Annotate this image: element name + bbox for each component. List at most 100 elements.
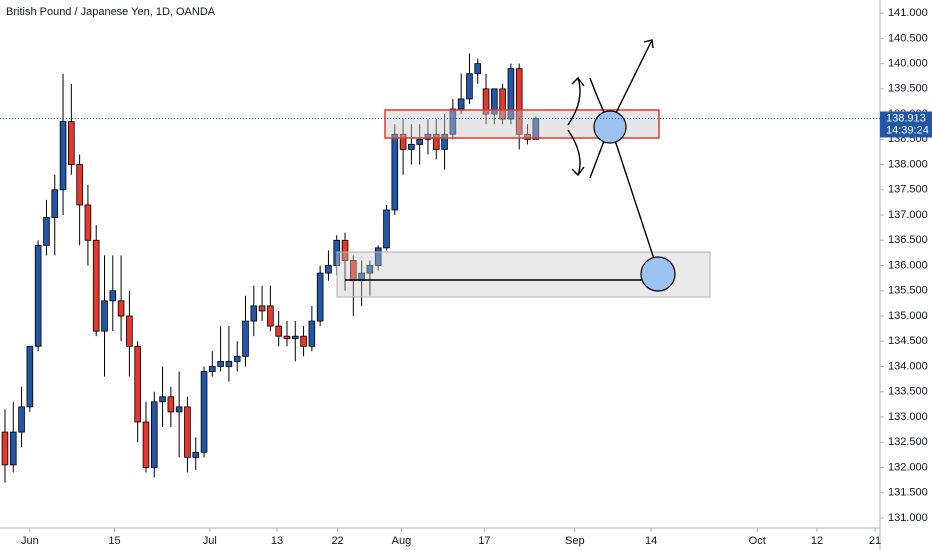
x-tick-label: Sep — [565, 535, 585, 547]
candle-body — [18, 406, 25, 433]
candle-body — [491, 88, 498, 115]
candle-body — [449, 108, 457, 135]
candle-body — [441, 133, 448, 150]
y-tick-label: 134.500 — [888, 335, 928, 347]
candle-body — [325, 265, 332, 274]
y-tick-label: 131.500 — [888, 487, 928, 499]
y-tick-label: 140.500 — [888, 32, 928, 44]
candle-body — [424, 133, 432, 140]
candle-body — [76, 164, 83, 206]
candle-body — [457, 98, 465, 110]
candle-body — [184, 406, 191, 458]
candle-body — [466, 73, 473, 100]
candle-body — [217, 361, 224, 367]
candle-body — [159, 396, 166, 403]
x-tick-label: 22 — [331, 535, 343, 547]
candle-body — [92, 239, 100, 332]
candle-body — [68, 121, 75, 165]
candle-body — [308, 320, 316, 347]
candle-body — [507, 68, 515, 120]
candle-body — [416, 138, 423, 145]
candle-body — [26, 345, 34, 408]
x-tick-label: 21 — [869, 535, 881, 547]
candle-body — [242, 320, 249, 357]
candle-body — [209, 366, 216, 372]
candle-body — [258, 305, 266, 312]
arrow — [567, 129, 585, 177]
candle-body — [175, 406, 183, 413]
candle-body — [51, 189, 59, 218]
x-tick-label: 12 — [811, 535, 823, 547]
candle-body — [291, 335, 299, 340]
candle-body — [126, 315, 133, 347]
candle-body — [366, 265, 374, 274]
candle-body — [134, 345, 141, 423]
y-tick-label: 136.500 — [888, 234, 928, 246]
candle-body — [9, 431, 17, 466]
candle-body — [432, 133, 440, 150]
candle-body — [233, 355, 241, 362]
candle-body — [474, 63, 482, 75]
y-tick-label: 132.000 — [888, 461, 928, 473]
x-tick-label: Aug — [392, 535, 412, 547]
candle-body — [391, 133, 399, 211]
candle-body — [225, 361, 233, 367]
x-tick-label: 14 — [645, 535, 657, 547]
candle-body — [142, 421, 150, 468]
candle-body — [408, 143, 415, 150]
target-circle — [593, 110, 627, 144]
countdown: 14:39:24 — [886, 124, 929, 136]
candle-body — [316, 272, 324, 322]
candle-body — [383, 209, 390, 249]
y-tick-label: 137.500 — [888, 184, 928, 196]
y-tick-label: 133.500 — [888, 386, 928, 398]
candle-body — [43, 217, 50, 246]
candle-body — [283, 335, 291, 340]
arrow — [609, 124, 661, 270]
drawings — [336, 39, 711, 298]
candle-body — [515, 68, 523, 135]
candle-body — [117, 300, 125, 317]
candle-body — [267, 305, 274, 327]
y-tick-label: 135.500 — [888, 285, 928, 297]
x-tick-label: Oct — [749, 535, 766, 547]
y-tick-label: 140.000 — [888, 58, 928, 70]
candle-body — [101, 300, 108, 332]
candle-body — [1, 431, 9, 466]
y-tick-label: 134.000 — [888, 360, 928, 372]
price-label-bg — [880, 111, 932, 138]
candle-body — [399, 133, 407, 150]
candle-body — [84, 204, 92, 241]
arrow — [609, 39, 654, 126]
y-tick-label: 139.500 — [888, 83, 928, 95]
candle-body — [34, 244, 42, 347]
x-tick-label: Jun — [21, 535, 39, 547]
plot-area — [1, 53, 540, 483]
candle-body — [499, 88, 506, 120]
y-tick-label: 135.000 — [888, 310, 928, 322]
y-tick-label: 132.500 — [888, 436, 928, 448]
candle-body — [192, 451, 200, 458]
candle-body — [341, 239, 349, 261]
candle-body — [482, 88, 490, 115]
candle-body — [59, 121, 67, 191]
arrow — [567, 76, 585, 126]
candle-body — [200, 371, 208, 453]
x-tick-label: 17 — [478, 535, 490, 547]
y-tick-label: 137.000 — [888, 209, 928, 221]
candle-body — [524, 133, 531, 140]
chart-title: British Pound / Japanese Yen, 1D, OANDA — [6, 6, 216, 18]
x-tick-label: Jul — [203, 535, 217, 547]
target-circle — [640, 256, 676, 292]
y-tick-label: 141.000 — [888, 7, 928, 19]
y-tick-label: 136.000 — [888, 259, 928, 271]
y-tick-label: 133.000 — [888, 411, 928, 423]
x-tick-label: 15 — [108, 535, 120, 547]
candle-body — [275, 325, 282, 337]
y-tick-label: 138.000 — [888, 158, 928, 170]
candle-body — [300, 335, 307, 347]
candle-body — [374, 247, 382, 266]
candle-body — [167, 396, 175, 413]
y-tick-label: 131.000 — [888, 512, 928, 524]
